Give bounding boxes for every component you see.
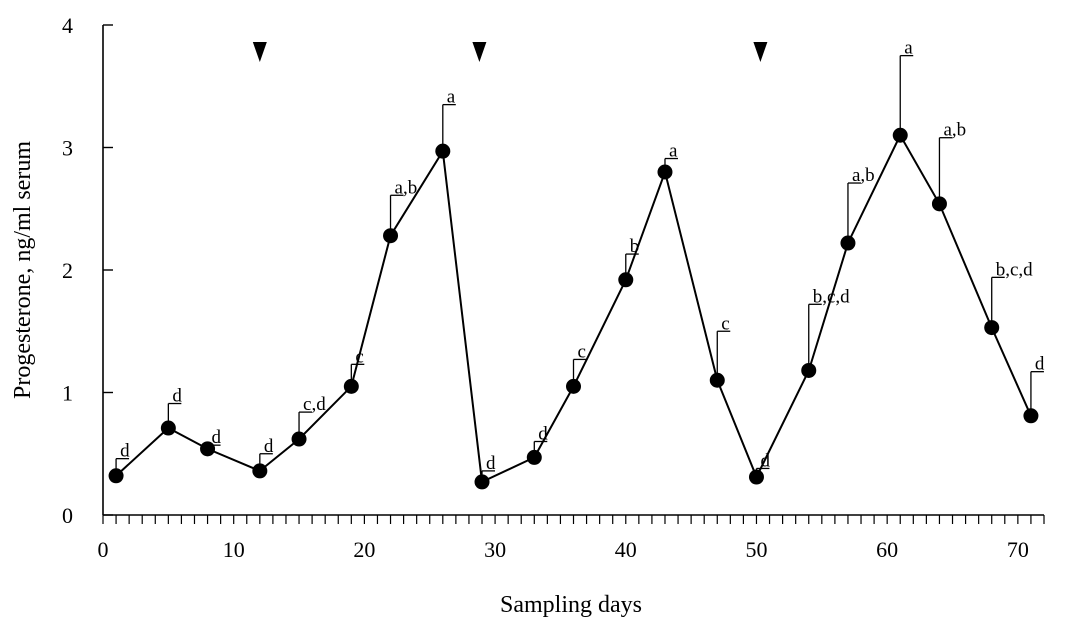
data-point bbox=[657, 164, 673, 180]
significance-label: a bbox=[669, 141, 678, 162]
significance-label: c bbox=[355, 346, 363, 367]
y-tick-label: 1 bbox=[62, 381, 73, 406]
x-tick-label: 50 bbox=[745, 537, 767, 562]
data-point bbox=[435, 143, 451, 159]
data-point bbox=[526, 449, 542, 465]
significance-label: b bbox=[630, 236, 640, 257]
significance-labels: d d d d c,d c a,b a d d c b a c d b,c,d a,b a a,b b,c,d d bbox=[120, 38, 1045, 474]
arrow-marker bbox=[753, 42, 768, 62]
data-point bbox=[383, 228, 399, 244]
x-tick-label: 70 bbox=[1007, 537, 1029, 562]
significance-label: a,b bbox=[395, 177, 418, 198]
arrow-marker bbox=[252, 42, 267, 62]
arrow-markers bbox=[252, 42, 768, 62]
data-point bbox=[984, 320, 1000, 336]
data-point bbox=[566, 378, 581, 394]
significance-label: d bbox=[486, 453, 496, 474]
x-tick-label: 0 bbox=[98, 537, 109, 562]
data-point bbox=[108, 468, 124, 484]
series-line-group bbox=[115, 133, 1032, 484]
significance-label: d bbox=[760, 450, 770, 471]
significance-label: a,b bbox=[943, 120, 966, 141]
data-point bbox=[892, 127, 908, 143]
significance-label: c,d bbox=[303, 394, 326, 415]
x-tick-label: 10 bbox=[223, 537, 245, 562]
significance-label: d bbox=[212, 427, 222, 448]
significance-label: d bbox=[538, 424, 548, 445]
x-tick-label: 30 bbox=[484, 537, 506, 562]
data-point bbox=[200, 441, 216, 457]
data-points bbox=[108, 127, 1039, 490]
arrow-marker bbox=[472, 42, 487, 62]
significance-label: b,c,d bbox=[996, 259, 1033, 280]
significance-label: d bbox=[264, 436, 274, 457]
y-tick-label: 3 bbox=[62, 136, 73, 161]
data-point bbox=[291, 431, 307, 447]
data-point bbox=[931, 196, 947, 212]
x-tick-label: 40 bbox=[615, 537, 637, 562]
data-point bbox=[748, 469, 764, 485]
significance-label: c bbox=[721, 313, 729, 334]
data-point bbox=[252, 463, 268, 479]
x-tick-label: 20 bbox=[353, 537, 375, 562]
significance-label: d bbox=[172, 386, 182, 407]
error-bars bbox=[115, 54, 1044, 482]
axes bbox=[102, 25, 1044, 516]
data-point bbox=[801, 362, 817, 378]
data-point bbox=[1023, 408, 1039, 424]
y-axis-title: Progesterone, ng/ml serum bbox=[10, 141, 36, 399]
data-point bbox=[343, 378, 359, 394]
x-tick-label: 60 bbox=[876, 537, 898, 562]
data-point bbox=[474, 474, 490, 490]
series-line bbox=[115, 133, 1032, 484]
significance-label: a bbox=[447, 87, 456, 108]
significance-label: a,b bbox=[852, 165, 875, 186]
data-point bbox=[618, 272, 634, 288]
data-point bbox=[160, 420, 176, 436]
x-axis-title: Sampling days bbox=[500, 592, 642, 618]
data-point bbox=[709, 372, 725, 388]
significance-label: c bbox=[578, 341, 586, 362]
y-tick-label: 2 bbox=[62, 258, 73, 283]
significance-label: d bbox=[1035, 354, 1045, 375]
significance-label: d bbox=[120, 441, 130, 462]
y-tick-label: 4 bbox=[62, 13, 73, 38]
significance-label: a bbox=[904, 38, 913, 59]
data-point bbox=[840, 235, 856, 251]
y-tick-label: 0 bbox=[62, 503, 73, 528]
significance-label: b,c,d bbox=[813, 286, 850, 307]
